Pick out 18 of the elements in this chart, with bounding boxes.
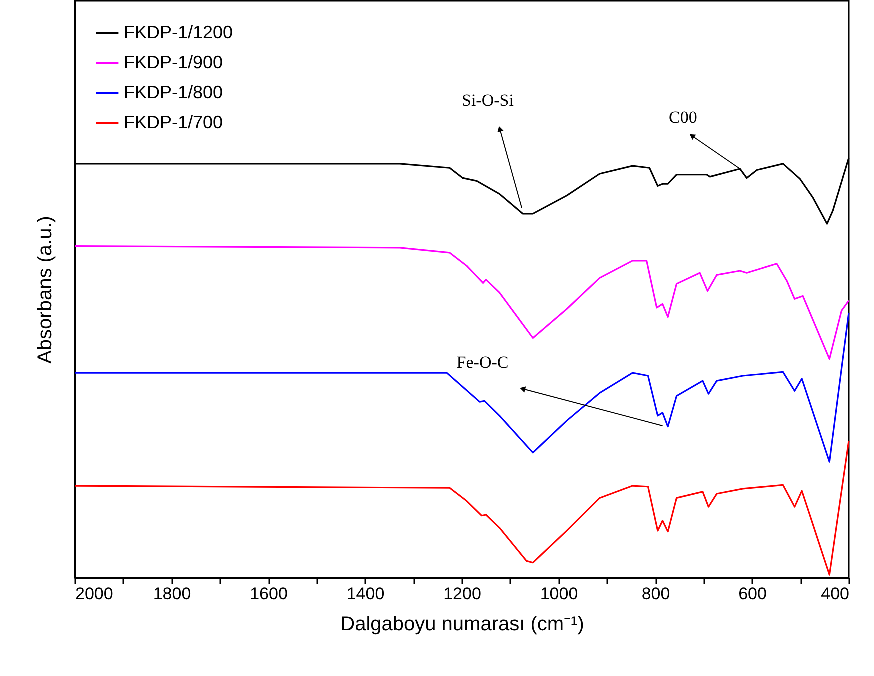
x-tick-label: 1600 — [250, 584, 288, 604]
x-tick-label: 800 — [642, 584, 670, 604]
x-axis-title: Dalgaboyu numarası (cm⁻¹) — [340, 614, 584, 636]
x-tick-label: 600 — [738, 584, 767, 604]
x-tick-label: 2000 — [76, 584, 114, 604]
annotation: Fe-O-C — [456, 352, 509, 372]
legend-label: FKDP-1/900 — [124, 52, 224, 72]
legend-label: FKDP-1/800 — [124, 82, 224, 102]
annotation: Si-O-Si — [462, 91, 514, 110]
legend-label: FKDP-1/1200 — [124, 22, 234, 42]
x-tick-label: 1800 — [153, 584, 192, 604]
annotation: C00 — [668, 108, 698, 127]
x-tick-label: 1000 — [540, 584, 578, 604]
legend-label: FKDP-1/700 — [124, 112, 224, 132]
y-axis-title: Absorbans (a.u.) — [34, 216, 56, 364]
x-tick-label: 400 — [821, 584, 850, 604]
x-tick-label: 1200 — [444, 584, 482, 604]
x-tick-label: 1400 — [346, 584, 385, 604]
